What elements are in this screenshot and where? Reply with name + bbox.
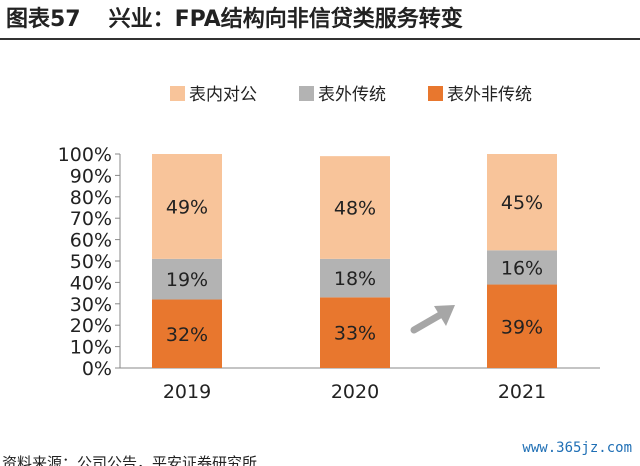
legend-swatch (428, 86, 443, 101)
source-note: 资料来源：公司公告，平安证券研究所 (2, 454, 258, 466)
y-tick-label: 30% (70, 294, 112, 316)
y-tick-label: 40% (70, 272, 112, 294)
data-label: 33% (334, 323, 376, 345)
data-label: 39% (501, 316, 543, 338)
legend-label: 表外传统 (318, 85, 386, 105)
y-tick-label: 90% (70, 165, 112, 187)
watermark: www.365jz.com (522, 440, 632, 456)
bar-segment (152, 154, 222, 259)
figure-title: 图表57 兴业：FPA结构向非信贷类服务转变 (6, 3, 626, 37)
y-tick-label: 70% (70, 208, 112, 230)
x-tick-label: 2020 (331, 381, 379, 403)
bar-segment (320, 258, 390, 298)
data-label: 49% (166, 196, 208, 218)
legend-swatch (299, 86, 314, 101)
y-tick-label: 60% (70, 230, 112, 252)
data-label: 45% (501, 192, 543, 214)
figure-number: 图表57 (6, 7, 81, 32)
legend-label: 表外非传统 (447, 85, 532, 105)
y-tick-label: 100% (58, 144, 112, 166)
bar-segment (320, 156, 390, 259)
bar-segment (487, 250, 557, 285)
trend-arrow-shaft (410, 311, 444, 334)
legend-swatch (170, 86, 185, 101)
bar-segment (152, 258, 222, 300)
data-label: 48% (334, 198, 376, 220)
bar-segment (487, 154, 557, 251)
y-tick-label: 20% (70, 315, 112, 337)
y-tick-label: 0% (82, 358, 112, 380)
y-tick-label: 50% (70, 251, 112, 273)
figure-title-text: 兴业：FPA结构向非信贷类服务转变 (108, 7, 463, 32)
data-label: 16% (501, 257, 543, 279)
title-rule (0, 38, 640, 40)
data-label: 32% (166, 324, 208, 346)
bar-segment (487, 284, 557, 368)
bar-segment (152, 299, 222, 368)
y-tick-label: 10% (70, 337, 112, 359)
legend-label: 表内对公 (189, 85, 257, 105)
trend-arrow-head (434, 305, 455, 326)
y-tick-label: 80% (70, 187, 112, 209)
data-label: 19% (166, 269, 208, 291)
bar-segment (320, 297, 390, 368)
x-tick-label: 2019 (163, 381, 211, 403)
data-label: 18% (334, 268, 376, 290)
x-tick-label: 2021 (498, 381, 546, 403)
